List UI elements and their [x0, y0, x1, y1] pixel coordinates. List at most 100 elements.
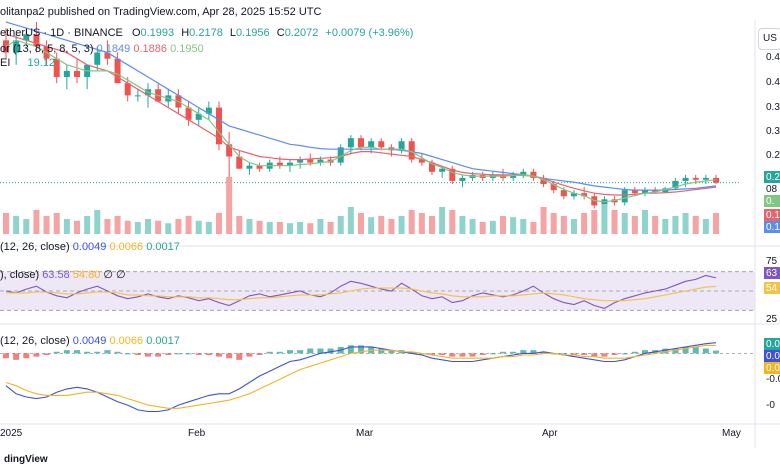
macd-hist-bar — [459, 353, 466, 357]
volume-bar — [226, 177, 233, 234]
candle-body — [530, 171, 537, 178]
candle-body — [13, 40, 20, 53]
volume-bar — [510, 217, 517, 234]
volume-bar — [347, 207, 354, 234]
ma-value-blue: 0.1849 — [96, 43, 131, 55]
volume-bar — [378, 216, 385, 234]
footer: dingView — [0, 450, 780, 470]
volume-bar — [216, 213, 222, 234]
macd-hist-bar — [662, 348, 669, 354]
volume-bar — [418, 213, 425, 234]
macd-hist-bar — [134, 353, 141, 355]
macd-hist-bar — [175, 353, 182, 355]
rsi-line — [5, 274, 717, 309]
macd-hist-bar — [469, 353, 476, 357]
axes: 0.40.40.30.30.20.2080.0.10.1756354250.00… — [0, 20, 780, 448]
candle-body — [114, 58, 121, 84]
macd-hist-bar — [682, 346, 689, 354]
macd-hist-bar — [692, 346, 699, 354]
price-badge — [764, 171, 780, 183]
candle-body — [642, 190, 648, 194]
volume-bar — [611, 210, 618, 234]
macd-hist-bar — [327, 348, 334, 354]
currency-button[interactable]: US — [758, 28, 780, 50]
ma-legend: or (13, 8, 5, 8, 5, 3) 0.1849 0.1886 0.1… — [0, 43, 204, 55]
volume-bars — [3, 177, 719, 234]
macd-hist-bar — [307, 348, 314, 354]
rsi-tick-label: 63 — [766, 268, 778, 279]
candle-body — [226, 144, 233, 157]
candle-body — [287, 162, 293, 166]
publish-line: olitanpa2 published on TradingView.com, … — [0, 6, 322, 18]
macd-top-v3: 0.0017 — [146, 241, 180, 253]
macd-hist-bar — [702, 348, 709, 354]
macd-hist-bar — [53, 351, 60, 354]
macd-top-legend: (12, 26, close) 0.0049 0.0066 0.0017 — [0, 241, 180, 253]
macd-badge — [764, 362, 780, 374]
macd-tick-label: -0 — [766, 400, 775, 411]
macd-hist-bar — [205, 353, 212, 355]
volume-bar — [236, 216, 243, 234]
volume-bar — [175, 219, 182, 234]
price-badge — [764, 195, 780, 207]
macd-line — [5, 342, 717, 413]
macd-hist-bar — [388, 350, 395, 354]
candle-body — [53, 58, 60, 78]
x-tick-label: Apr — [542, 428, 558, 439]
macd-hist-bar — [540, 351, 547, 354]
ma-value-green: 0.1950 — [170, 43, 204, 55]
candle-body — [631, 190, 638, 194]
price-badge-label: 0.1 — [766, 222, 780, 233]
candle-body — [216, 107, 222, 145]
volume-bar — [479, 222, 486, 234]
rsi-badge — [764, 267, 780, 279]
macd-hist-bar — [642, 350, 648, 354]
candle-body — [408, 141, 415, 160]
volume-bar — [145, 219, 151, 234]
volume-bar — [43, 216, 50, 234]
macd-legend: (12, 26, close) 0.0049 0.0066 0.0017 — [0, 335, 180, 347]
candle-body — [185, 107, 192, 120]
macd-hist-bar — [510, 351, 517, 354]
volume-bar — [601, 204, 608, 234]
volume-bar — [134, 222, 141, 234]
candle-body — [540, 177, 547, 185]
candle-body — [63, 70, 70, 78]
volume-bar — [692, 216, 699, 234]
volume-bar — [368, 217, 375, 234]
candle-body — [520, 171, 527, 175]
candle-body — [398, 141, 405, 151]
volume-bar — [13, 216, 20, 234]
rsi-tick-label: 54 — [766, 283, 778, 294]
signal-line — [5, 344, 717, 409]
rsi-tick-label: 25 — [766, 314, 778, 325]
candle-body — [33, 34, 40, 47]
volume-bar — [317, 219, 324, 234]
volume-bar — [74, 220, 80, 234]
rsi-badge — [764, 282, 780, 294]
macd-hist-bar — [358, 345, 364, 354]
macd-hist-bar — [378, 348, 385, 354]
price-tick-label: 0.4 — [766, 52, 780, 63]
volume-bar — [165, 223, 172, 234]
candle-body — [246, 165, 253, 169]
macd-hist-bar — [246, 353, 253, 357]
macd-hist-bar — [479, 353, 486, 355]
macd-hist-bar — [276, 351, 283, 354]
volume-bar — [266, 222, 273, 234]
price-badge-label: 08 — [766, 184, 778, 195]
macd-tick-label: 0.0 — [766, 339, 780, 350]
ei-label: EI — [0, 57, 11, 69]
x-tick-label: Feb — [188, 428, 206, 439]
macd-hist-bar — [317, 348, 324, 354]
volume-bar — [469, 219, 476, 234]
price-badge-label: 0.1 — [766, 210, 780, 221]
candle-body — [347, 138, 354, 148]
candle-body — [378, 141, 385, 148]
hist-value: 0.0017 — [146, 335, 180, 347]
price-tick-label: 0.4 — [766, 77, 780, 88]
macd-hist-bar — [226, 353, 233, 359]
volume-bar — [246, 219, 253, 234]
ma-line-0 — [5, 21, 717, 191]
